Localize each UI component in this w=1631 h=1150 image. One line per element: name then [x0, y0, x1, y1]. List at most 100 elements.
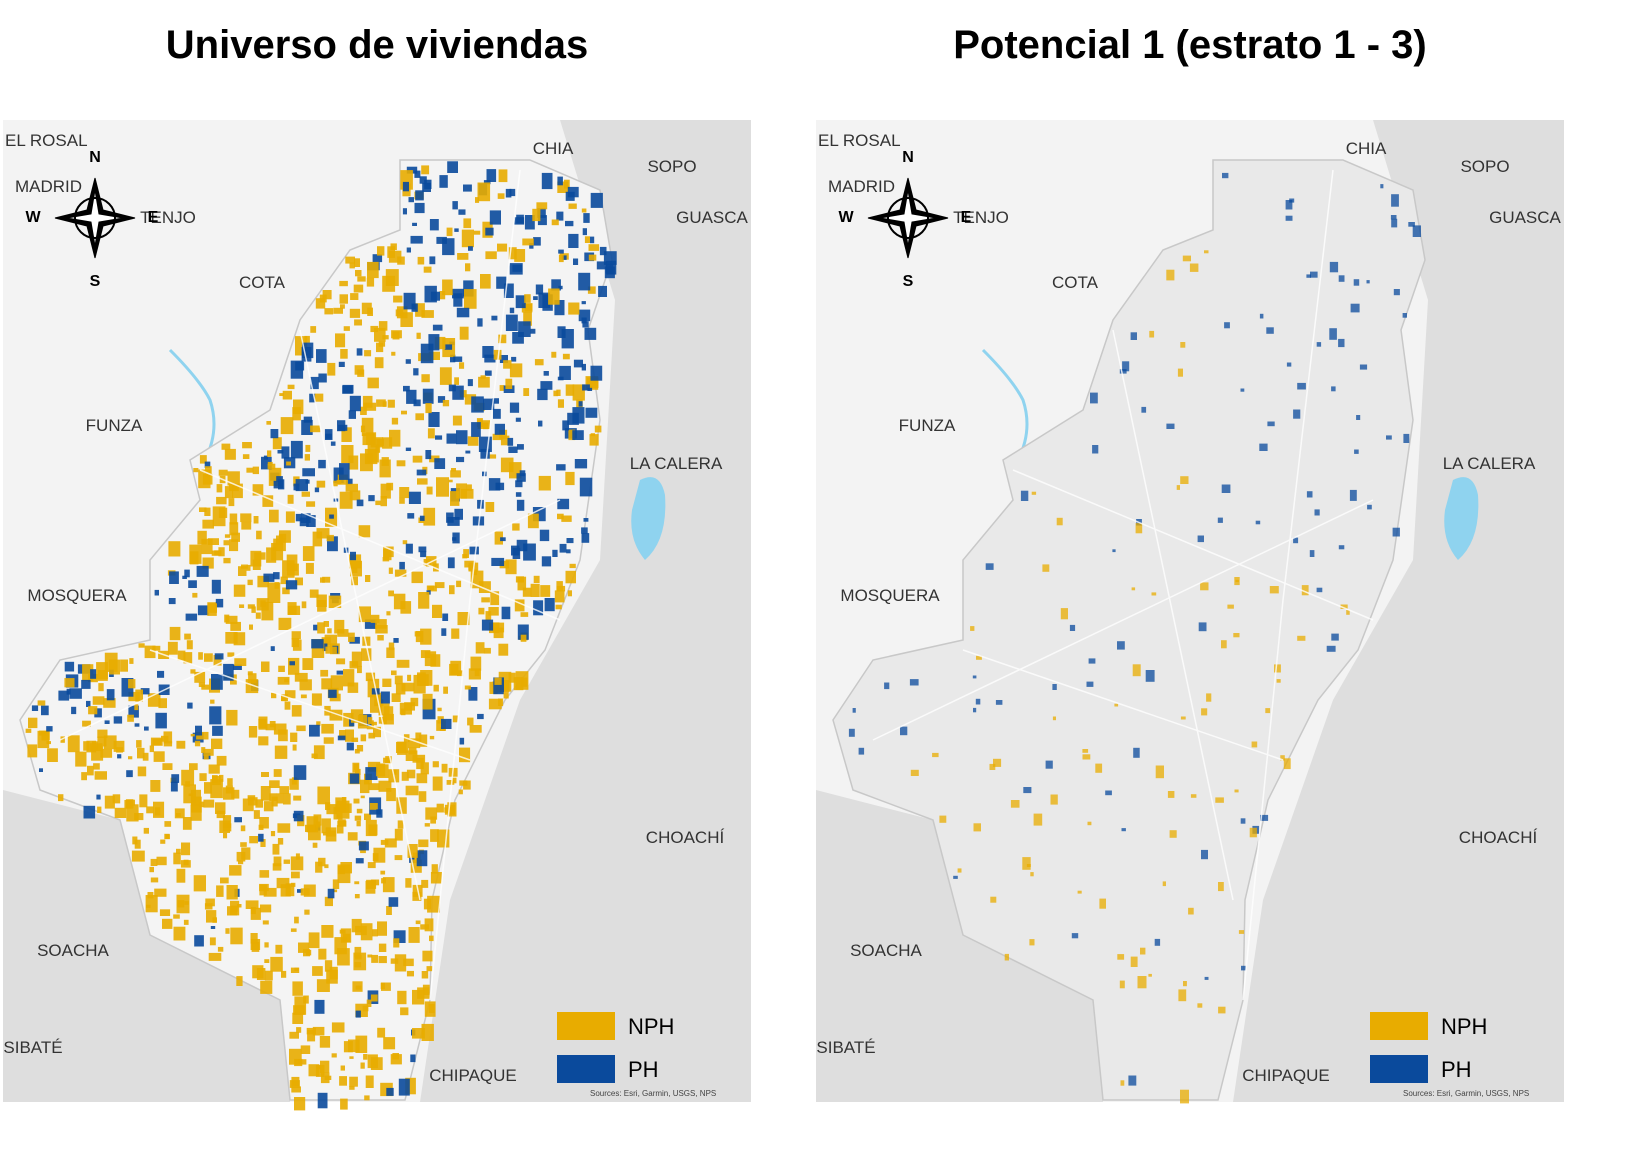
housing-block	[114, 807, 127, 818]
housing-block	[578, 309, 591, 322]
housing-block	[267, 463, 276, 470]
legend-label: NPH	[628, 1014, 674, 1039]
housing-block	[367, 377, 379, 389]
housing-block	[421, 165, 430, 175]
housing-block	[399, 487, 410, 499]
housing-block	[568, 233, 579, 248]
housing-block	[1204, 250, 1209, 254]
housing-block	[317, 786, 330, 805]
housing-block	[378, 703, 390, 716]
housing-block	[173, 926, 186, 941]
housing-block	[312, 1026, 325, 1036]
housing-block	[295, 853, 300, 860]
housing-block	[1297, 635, 1306, 641]
housing-block	[405, 1077, 416, 1095]
housing-block	[310, 376, 319, 390]
housing-block	[155, 712, 167, 729]
housing-block	[557, 513, 564, 520]
housing-block	[264, 970, 273, 981]
housing-block	[447, 517, 460, 526]
housing-block	[230, 927, 243, 945]
housing-block	[414, 202, 425, 214]
housing-block	[299, 679, 312, 691]
housing-block	[291, 882, 296, 887]
housing-block	[559, 543, 567, 553]
housing-block	[395, 309, 404, 317]
housing-block	[386, 788, 396, 802]
housing-block	[377, 921, 387, 936]
housing-block	[441, 763, 448, 773]
housing-block	[229, 522, 239, 536]
housing-block	[293, 795, 302, 801]
housing-block	[219, 774, 224, 782]
housing-block	[1306, 491, 1313, 498]
housing-block	[277, 676, 290, 685]
housing-block	[325, 802, 331, 810]
housing-block	[456, 456, 465, 463]
housing-block	[326, 534, 334, 542]
housing-block	[321, 637, 331, 646]
housing-block	[289, 1031, 299, 1039]
housing-block	[314, 487, 320, 493]
housing-block	[28, 717, 38, 729]
housing-block	[1380, 184, 1384, 189]
place-label: CHIA	[533, 139, 574, 158]
housing-block	[324, 864, 329, 869]
housing-block	[515, 492, 522, 497]
housing-block	[301, 419, 313, 435]
housing-block	[304, 454, 310, 461]
housing-block	[599, 246, 607, 256]
housing-block	[169, 571, 179, 584]
housing-block	[214, 550, 222, 556]
housing-block	[524, 294, 531, 303]
housing-block	[202, 557, 214, 569]
housing-block	[1366, 280, 1370, 284]
housing-block	[291, 871, 300, 879]
housing-block	[320, 1060, 330, 1073]
housing-block	[311, 693, 322, 706]
housing-block	[316, 979, 330, 992]
housing-block	[153, 801, 165, 818]
housing-block	[263, 887, 277, 897]
housing-block	[217, 946, 224, 952]
housing-block	[314, 999, 325, 1014]
river	[981, 348, 1029, 461]
housing-block	[270, 956, 283, 972]
housing-block	[287, 494, 294, 504]
housing-block	[355, 1010, 361, 1018]
housing-block	[426, 966, 433, 972]
housing-block	[439, 175, 448, 188]
housing-block	[478, 607, 485, 615]
housing-block	[537, 215, 547, 226]
housing-block	[117, 754, 122, 759]
housing-block	[239, 604, 245, 608]
place-label: GUASCA	[1489, 208, 1561, 227]
housing-block	[354, 894, 360, 899]
housing-block	[261, 601, 274, 621]
housing-block	[432, 604, 443, 618]
housing-block	[104, 720, 110, 724]
housing-block	[517, 624, 529, 640]
housing-block	[69, 688, 82, 699]
housing-block	[483, 180, 491, 185]
housing-block	[354, 881, 360, 885]
housing-block	[1412, 225, 1421, 237]
housing-block	[336, 800, 350, 819]
housing-block	[581, 317, 587, 324]
housing-block	[27, 744, 38, 758]
housing-block	[521, 677, 528, 687]
housing-block	[337, 735, 346, 741]
housing-block	[1122, 361, 1130, 372]
housing-block	[1086, 681, 1094, 687]
housing-block	[136, 740, 142, 748]
place-label: TENJO	[140, 208, 196, 227]
housing-block	[572, 430, 584, 440]
lake	[1444, 477, 1479, 560]
housing-block	[405, 785, 419, 796]
map-panel: Universo de viviendas EL ROSAL CHIA SOPO MAD…	[3, 23, 751, 1111]
housing-block	[58, 794, 64, 802]
housing-block	[421, 971, 429, 979]
housing-block	[182, 575, 187, 579]
housing-block	[204, 903, 213, 910]
housing-block	[315, 298, 326, 309]
